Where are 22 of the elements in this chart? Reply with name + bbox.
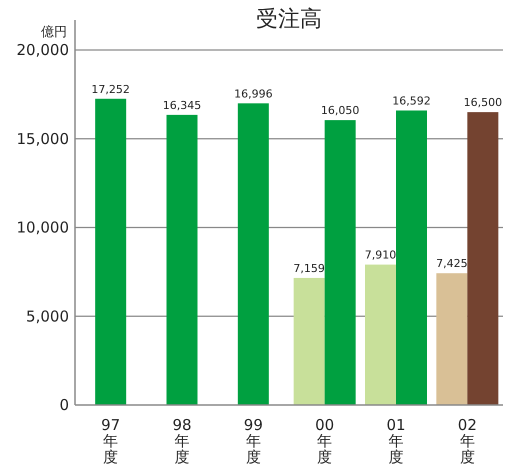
data-label: 17,252 (91, 82, 130, 96)
x-tick-label: 00年度 (315, 416, 334, 466)
x-tick-label: 97年度 (101, 416, 120, 466)
y-tick-label: 5,000 (26, 307, 69, 326)
y-axis-title: 億円 (41, 25, 67, 40)
data-label: 7,425 (436, 257, 468, 270)
data-label: 16,050 (320, 104, 360, 118)
data-label: 16,996 (234, 87, 273, 100)
y-tick-label: 20,000 (16, 41, 69, 59)
y-tick-label: 10,000 (16, 218, 69, 236)
x-tick-label: 99年度 (244, 416, 263, 466)
data-label: 7,159 (293, 262, 325, 275)
x-tick-label: 98年度 (172, 416, 192, 466)
data-label: 7,910 (364, 248, 396, 262)
x-tick-label: 01年度 (386, 416, 406, 466)
x-tick-label: 02年度 (458, 416, 477, 466)
chart-title: 受注高 (256, 7, 322, 32)
data-label: 16,345 (162, 98, 202, 112)
y-tick-label: 0 (59, 396, 69, 414)
y-tick-label: 15,000 (16, 130, 69, 148)
data-label: 16,500 (464, 96, 502, 110)
data-label: 16,592 (392, 94, 431, 108)
